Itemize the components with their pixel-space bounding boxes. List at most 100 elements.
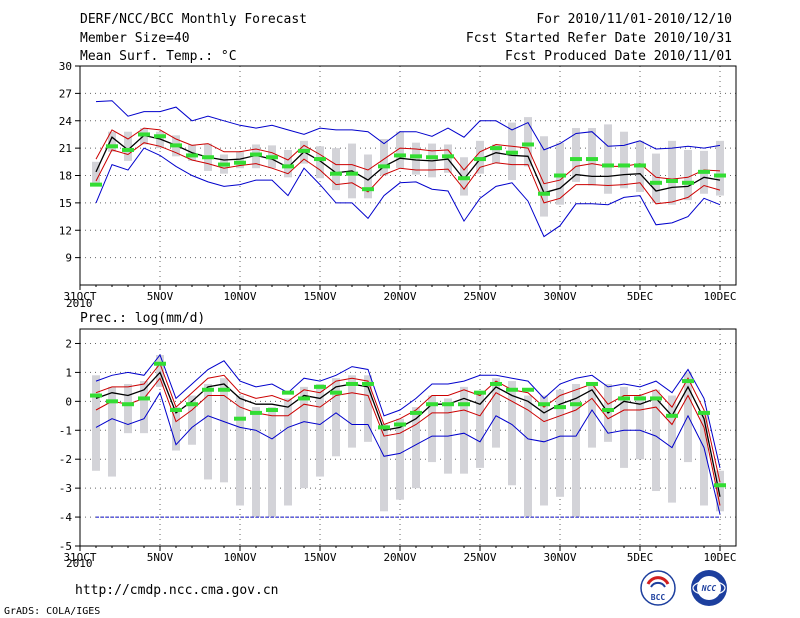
obs-marker xyxy=(650,396,662,401)
ensemble-box xyxy=(252,407,260,518)
ensemble-box xyxy=(364,154,372,199)
y-tick-label: 0 xyxy=(65,395,72,408)
obs-marker xyxy=(458,176,470,181)
obs-marker xyxy=(474,157,486,162)
obs-marker xyxy=(506,150,518,155)
obs-marker xyxy=(426,402,438,407)
x-tick-label: 5NOV xyxy=(147,290,174,303)
source-url[interactable]: http://cmdp.ncc.cma.gov.cn xyxy=(75,583,279,598)
obs-marker xyxy=(298,396,310,401)
ensemble-box xyxy=(380,139,388,176)
ensemble-box xyxy=(316,146,324,179)
obs-marker xyxy=(650,180,662,185)
ensemble-box xyxy=(140,381,148,434)
ensemble-box xyxy=(156,355,164,387)
ensemble-box xyxy=(380,424,388,512)
y-tick-label: 9 xyxy=(65,252,72,265)
ensemble-box xyxy=(332,378,340,457)
y-tick-label: -2 xyxy=(59,453,72,466)
x-tick-label: 10NOV xyxy=(223,551,256,564)
series-line-mean xyxy=(95,134,721,194)
obs-marker xyxy=(378,425,390,430)
obs-marker xyxy=(298,148,310,153)
ensemble-box xyxy=(508,381,516,486)
obs-marker xyxy=(554,405,566,410)
obs-marker xyxy=(266,155,278,160)
y-tick-label: 12 xyxy=(59,224,72,237)
grads-credit: GrADS: COLA/IGES xyxy=(4,606,101,617)
chart-title: DERF/NCC/BCC Monthly Forecast xyxy=(80,12,307,27)
ensemble-box xyxy=(300,386,308,489)
y-tick-label: 30 xyxy=(59,60,72,73)
obs-marker xyxy=(554,173,566,178)
ensemble-box xyxy=(108,386,116,477)
obs-marker xyxy=(522,387,534,392)
x-tick-label: 30NOV xyxy=(543,551,576,564)
ensemble-box xyxy=(284,398,292,506)
x-tick-label: 31OCT xyxy=(63,551,96,564)
obs-marker xyxy=(666,178,678,183)
obs-marker xyxy=(458,402,470,407)
obs-marker xyxy=(234,160,246,165)
ensemble-box xyxy=(588,128,596,186)
temp-year-label: 2010 xyxy=(66,297,93,310)
obs-marker xyxy=(202,387,214,392)
y-tick-label: 15 xyxy=(59,197,72,210)
obs-marker xyxy=(362,187,374,192)
ensemble-box xyxy=(412,407,420,489)
obs-marker xyxy=(170,408,182,413)
ensemble-box xyxy=(316,383,324,477)
obs-marker xyxy=(394,153,406,158)
obs-marker xyxy=(442,154,454,159)
obs-marker xyxy=(282,390,294,395)
series-line-minus_sigma xyxy=(95,377,721,506)
ensemble-box xyxy=(284,149,292,178)
x-tick-label: 5DEC xyxy=(627,551,654,564)
obs-marker xyxy=(714,173,726,178)
forecast-start-date: Fcst Started Refer Date 2010/10/31 xyxy=(465,31,732,46)
ensemble-box xyxy=(492,144,500,164)
obs-marker xyxy=(266,408,278,413)
ensemble-box xyxy=(396,418,404,500)
obs-marker xyxy=(634,163,646,168)
ensemble-box xyxy=(236,395,244,506)
obs-marker xyxy=(490,146,502,151)
ensemble-box xyxy=(524,117,532,167)
temperature-panel: 9 12 15 18 21 24 27 30 31OCT 5NOV 10NOV 15NOV 20NOV 2… xyxy=(59,60,737,303)
series-line-min xyxy=(95,391,721,515)
obs-marker xyxy=(250,152,262,157)
obs-marker xyxy=(698,169,710,174)
x-tick-label: 30NOV xyxy=(543,290,576,303)
y-tick-label: 18 xyxy=(59,170,72,183)
x-tick-label: 20NOV xyxy=(383,290,416,303)
obs-marker xyxy=(314,384,326,389)
ensemble-box xyxy=(396,131,404,169)
ensemble-box xyxy=(460,386,468,474)
obs-marker xyxy=(522,142,534,147)
obs-marker xyxy=(90,182,102,187)
obs-marker xyxy=(90,393,102,398)
ensemble-box xyxy=(108,131,116,152)
ensemble-box xyxy=(348,375,356,448)
x-tick-label: 10NOV xyxy=(223,290,256,303)
obs-marker xyxy=(410,410,422,415)
obs-marker xyxy=(346,381,358,386)
ensemble-box xyxy=(620,386,628,468)
obs-marker xyxy=(122,147,134,152)
x-tick-label: 15NOV xyxy=(303,290,336,303)
ensemble-box xyxy=(412,142,420,175)
y-tick-label: -3 xyxy=(59,482,72,495)
obs-marker xyxy=(154,134,166,139)
ensemble-box xyxy=(668,140,676,205)
series-line-plus_sigma xyxy=(95,362,721,483)
ensemble-box xyxy=(684,372,692,463)
obs-marker xyxy=(570,402,582,407)
ensemble-box xyxy=(476,392,484,468)
ensemble-box xyxy=(572,128,580,182)
obs-marker xyxy=(474,390,486,395)
obs-marker xyxy=(362,381,374,386)
obs-marker xyxy=(682,379,694,384)
precip-panel-title: Prec.: log(mm/d) xyxy=(80,311,206,326)
x-tick-label: 5DEC xyxy=(627,290,654,303)
obs-marker xyxy=(122,402,134,407)
